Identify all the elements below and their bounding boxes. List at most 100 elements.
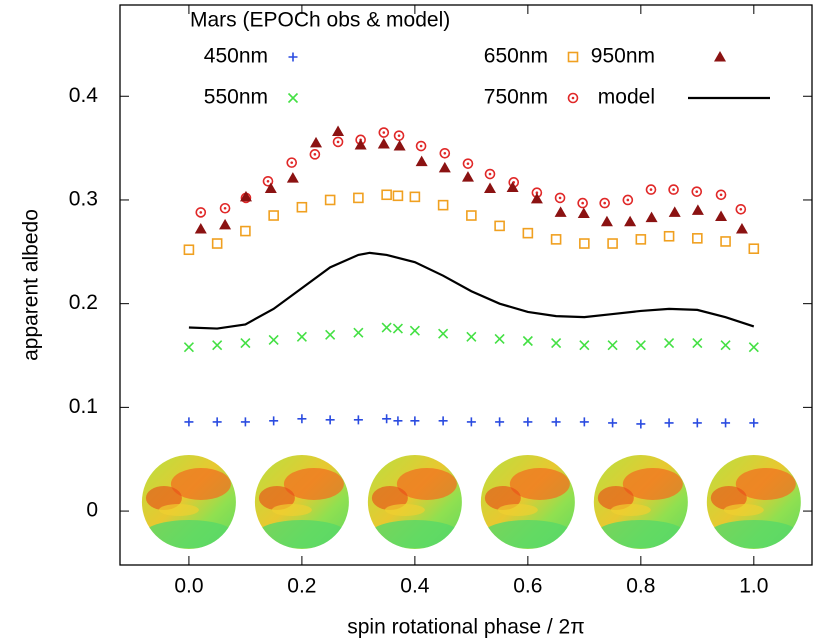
planet-feature: [170, 468, 231, 500]
data-point: [415, 140, 427, 152]
marker-ring: [393, 130, 405, 141]
planet-feature: [595, 520, 686, 548]
data-point: [551, 417, 561, 427]
marker-dot: [719, 193, 723, 197]
data-point: [461, 171, 474, 182]
marker-ring: [415, 140, 427, 152]
legend-swatch: [287, 92, 299, 104]
data-point: [622, 194, 634, 206]
planet-features: [369, 468, 460, 548]
data-point: [664, 418, 674, 428]
marker-dot: [419, 144, 423, 148]
data-point: [579, 238, 590, 249]
data-point: [262, 175, 274, 187]
marker-dot: [535, 191, 539, 195]
data-point: [393, 140, 406, 151]
legend-label: 650nm: [484, 45, 548, 68]
data-point: [645, 211, 658, 223]
planet-features: [143, 468, 234, 548]
y-tick-label: 0.3: [69, 188, 98, 211]
planet-feature: [723, 504, 764, 516]
data-point: [550, 234, 562, 245]
planet-feature: [710, 486, 747, 510]
data-point: [439, 147, 451, 159]
data-point: [268, 334, 279, 346]
marker-ring: [309, 149, 321, 160]
model-line: [188, 251, 755, 330]
data-point: [692, 338, 703, 349]
planet-feature: [158, 504, 199, 516]
planet-feature: [484, 486, 521, 510]
data-point: [438, 416, 448, 426]
data-point: [466, 417, 476, 427]
planet-image: [480, 455, 575, 549]
marker-ring: [378, 127, 390, 138]
data-point: [522, 335, 533, 347]
data-point: [608, 418, 618, 428]
x-tick-label: 0.0: [174, 575, 203, 598]
data-point: [297, 414, 307, 424]
data-point: [240, 417, 250, 427]
planet-feature: [735, 468, 796, 500]
data-point: [240, 225, 251, 237]
marker-ring: [715, 189, 727, 201]
x-tick-label: 0.4: [400, 575, 430, 598]
marker-ring: [332, 136, 344, 148]
marker-dot: [336, 140, 340, 144]
marker-ring: [735, 203, 747, 215]
x-tick-label: 0.2: [287, 575, 316, 598]
data-point: [668, 184, 679, 195]
marker-dot: [313, 153, 317, 156]
data-point: [195, 207, 207, 218]
planet-feature: [271, 504, 312, 516]
data-point: [353, 327, 364, 338]
marker-dot: [739, 207, 743, 211]
data-point: [720, 340, 731, 351]
marker-dot: [672, 188, 675, 191]
data-point: [624, 215, 637, 227]
data-point: [749, 418, 759, 428]
planet-image: [593, 455, 688, 549]
planet-feature: [371, 486, 408, 510]
data-point: [332, 125, 345, 137]
data-point: [219, 218, 232, 230]
marker-dot: [603, 201, 606, 205]
data-point: [748, 342, 759, 353]
data-point: [735, 223, 748, 234]
planet-feature: [610, 504, 651, 516]
data-point: [381, 189, 392, 201]
data-point: [579, 340, 590, 351]
data-point: [409, 325, 420, 336]
planet-features: [482, 468, 573, 548]
y-tick-label: 0.1: [69, 395, 98, 418]
legend-swatch: [567, 51, 579, 63]
data-point: [721, 418, 731, 428]
planet-feature: [145, 486, 182, 510]
data-point: [239, 190, 252, 202]
data-point: [264, 182, 277, 194]
planet-feature: [597, 486, 634, 510]
data-point: [415, 155, 428, 167]
planet-feature: [143, 520, 234, 548]
planet-image: [706, 455, 801, 549]
marker-ring: [195, 207, 207, 218]
marker-dot: [397, 134, 401, 137]
planet-image: [254, 455, 349, 549]
data-point: [409, 191, 421, 203]
data-point: [645, 184, 657, 195]
data-point: [494, 220, 505, 232]
data-point: [183, 244, 195, 256]
data-point: [438, 161, 451, 173]
data-point: [523, 417, 533, 427]
data-point: [691, 204, 704, 215]
data-point: [663, 230, 675, 242]
marker-dot: [695, 190, 699, 193]
planet-feature: [258, 486, 295, 510]
data-point: [748, 243, 760, 255]
data-point: [219, 202, 231, 214]
legend-label: 450nm: [204, 45, 268, 68]
data-point: [462, 158, 474, 169]
data-point: [184, 417, 194, 427]
data-point: [599, 197, 610, 209]
legend-title: Mars (EPOCh obs & model): [190, 9, 450, 32]
